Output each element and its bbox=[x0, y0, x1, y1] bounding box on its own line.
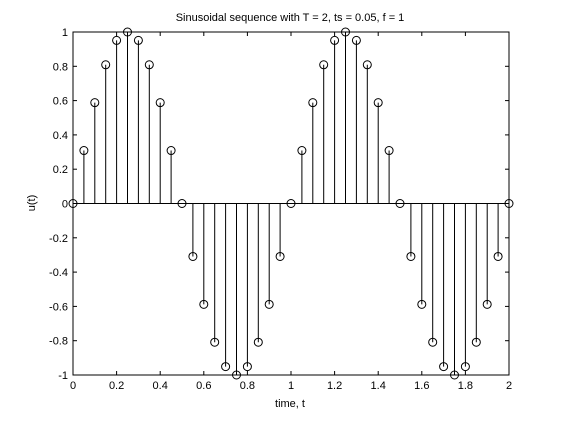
ticks: 0 0.2 0.4 0.6 0.8 1 1.2 1.4 1.6 1.8 2 -1 -0.8 -0.6 -0.… bbox=[49, 27, 512, 392]
y-tick-label: -0.8 bbox=[49, 336, 68, 348]
stem-marker bbox=[210, 337, 220, 347]
stem-marker bbox=[351, 35, 361, 45]
y-tick-label: -0.4 bbox=[49, 267, 68, 279]
stems bbox=[68, 27, 514, 380]
stem-marker bbox=[242, 362, 252, 372]
stem-marker bbox=[384, 146, 394, 156]
stem-marker bbox=[221, 362, 231, 372]
y-tick-label: 0.8 bbox=[53, 61, 68, 73]
stem-marker bbox=[330, 35, 340, 45]
stem-marker bbox=[264, 299, 274, 309]
stem-marker bbox=[79, 146, 89, 156]
x-tick-label: 2 bbox=[506, 380, 512, 392]
stem-marker bbox=[166, 146, 176, 156]
stem-marker bbox=[199, 299, 209, 309]
stem-marker bbox=[253, 337, 263, 347]
stem-marker bbox=[362, 60, 372, 70]
y-tick-label: -0.2 bbox=[49, 233, 68, 245]
stem-marker bbox=[471, 337, 481, 347]
y-tick-label: 0.2 bbox=[53, 164, 68, 176]
stem-marker bbox=[493, 251, 503, 261]
x-tick-label: 1.4 bbox=[371, 380, 386, 392]
x-axis-label: time, t bbox=[275, 398, 305, 410]
x-tick-label: 0.8 bbox=[240, 380, 255, 392]
stem-marker bbox=[177, 199, 187, 208]
stem-marker bbox=[439, 362, 449, 372]
stem-marker bbox=[188, 251, 198, 261]
stem-marker bbox=[101, 60, 111, 70]
x-tick-label: 1.2 bbox=[327, 380, 342, 392]
stem-marker bbox=[123, 27, 132, 37]
stem-marker bbox=[308, 98, 318, 108]
x-tick-label: 1 bbox=[288, 380, 294, 392]
x-tick-label: 0.2 bbox=[109, 380, 124, 392]
stem-marker bbox=[373, 98, 383, 108]
stem-marker bbox=[155, 98, 165, 108]
stem-marker bbox=[428, 337, 438, 347]
stem-marker bbox=[144, 60, 154, 70]
stem-marker bbox=[319, 60, 329, 70]
y-tick-label: -0.6 bbox=[49, 301, 68, 313]
stem-marker bbox=[133, 35, 143, 45]
stem-marker bbox=[450, 370, 459, 380]
stem-marker bbox=[460, 362, 470, 372]
y-tick-label: 0 bbox=[62, 199, 68, 211]
y-tick-label: 1 bbox=[62, 27, 68, 39]
x-tick-label: 1.8 bbox=[458, 380, 473, 392]
chart-title: Sinusoidal sequence with T = 2, ts = 0.0… bbox=[176, 12, 405, 24]
x-tick-label: 0.4 bbox=[153, 380, 168, 392]
stem-marker bbox=[482, 299, 492, 309]
stem-marker bbox=[341, 27, 350, 37]
x-tick-label: 1.6 bbox=[414, 380, 429, 392]
stem-marker bbox=[395, 199, 405, 208]
y-axis-label: u(t) bbox=[26, 195, 38, 212]
stem-marker bbox=[90, 98, 100, 108]
stem-marker bbox=[275, 251, 285, 261]
y-tick-label: -1 bbox=[58, 370, 68, 382]
y-tick-label: 0.6 bbox=[53, 96, 68, 108]
x-tick-label: 0.6 bbox=[196, 380, 211, 392]
stem-marker bbox=[297, 146, 307, 156]
stem-marker bbox=[112, 35, 122, 45]
stem-marker bbox=[232, 370, 241, 380]
stem-marker bbox=[417, 299, 427, 309]
x-tick-label: 0 bbox=[70, 380, 76, 392]
stem-marker bbox=[286, 199, 296, 208]
stem-marker bbox=[406, 251, 416, 261]
y-tick-label: 0.4 bbox=[53, 130, 68, 142]
